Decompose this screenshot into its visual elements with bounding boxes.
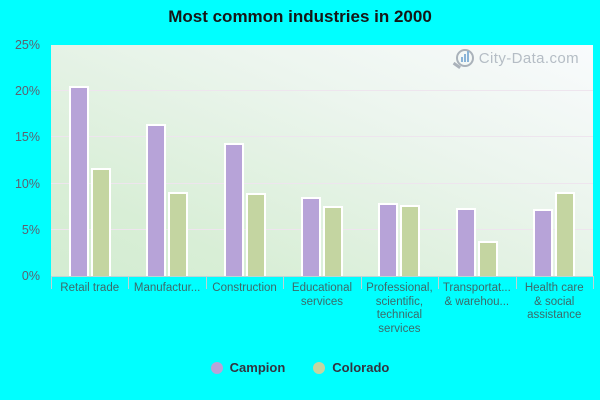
bar-campion-4	[378, 203, 399, 276]
y-tick-label: 10%	[14, 176, 40, 191]
legend-item-colorado: Colorado	[313, 360, 389, 375]
magnifier-bar-icon	[463, 54, 466, 62]
x-axis-line	[51, 276, 594, 277]
x-axis-tick	[128, 276, 130, 289]
x-axis-label: Construction	[212, 282, 277, 294]
x-axis-tick	[51, 276, 52, 289]
x-axis-tick	[205, 276, 207, 289]
bar-campion-6	[533, 208, 554, 276]
gridline	[51, 182, 593, 184]
x-axis-label: Transportat... & warehou...	[442, 282, 511, 308]
bar-colorado-3	[322, 205, 343, 276]
x-axis-label: Manufactur...	[133, 282, 201, 294]
bar-colorado-5	[477, 240, 498, 276]
x-axis-label: Educational services	[291, 282, 353, 308]
x-axis-label: Health care & social assistance	[524, 282, 584, 321]
y-tick-label: 20%	[14, 84, 40, 99]
bar-colorado-0	[90, 167, 111, 276]
bar-campion-5	[455, 207, 476, 276]
x-axis-tick	[593, 276, 594, 289]
legend: Campion Colorado	[0, 360, 600, 375]
bar-colorado-6	[555, 191, 576, 276]
magnifier-bar-icon	[466, 51, 469, 62]
magnifier-icon	[452, 49, 474, 69]
plot-area: City-Data.com	[51, 45, 593, 276]
y-tick-label: 25%	[14, 38, 40, 52]
legend-label: Campion	[229, 360, 286, 375]
gridline	[51, 90, 593, 92]
bar-colorado-2	[245, 192, 266, 276]
y-tick-label: 0%	[21, 269, 40, 283]
legend-swatch-icon	[313, 361, 326, 374]
gridline	[51, 228, 593, 230]
x-axis-tick	[283, 276, 285, 289]
bar-group	[206, 45, 283, 276]
bar-campion-2	[223, 142, 244, 276]
bar-campion-1	[146, 123, 167, 276]
x-axis-label: Retail trade	[60, 282, 120, 294]
x-axis-label: Professional, scientific, technical service…	[366, 282, 433, 335]
bar-group	[283, 45, 360, 276]
bar-groups	[51, 45, 593, 276]
bar-campion-0	[68, 85, 89, 276]
legend-label: Colorado	[332, 360, 390, 375]
x-axis-labels: Retail trade Manufactur... Construction Edu…	[51, 282, 593, 336]
bar-group	[128, 45, 205, 276]
x-axis-tick	[438, 276, 440, 289]
x-axis-tick	[360, 276, 362, 289]
legend-item-campion: Campion	[210, 360, 286, 375]
magnifier-bar-icon	[460, 57, 463, 62]
watermark-text: City-Data.com	[478, 49, 579, 67]
bar-colorado-4	[400, 204, 421, 276]
bar-group	[438, 45, 515, 276]
bar-group	[361, 45, 438, 276]
bar-campion-3	[300, 197, 321, 276]
y-tick-label: 5%	[21, 222, 40, 237]
watermark: City-Data.com	[452, 49, 579, 69]
x-axis-tick	[515, 276, 517, 289]
bar-colorado-1	[168, 191, 189, 276]
legend-swatch-icon	[210, 361, 223, 374]
y-tick-label: 15%	[14, 130, 40, 145]
bar-group	[51, 45, 128, 276]
gridline	[51, 136, 593, 138]
bar-group	[516, 45, 593, 276]
chart-title: Most common industries in 2000	[168, 7, 432, 26]
